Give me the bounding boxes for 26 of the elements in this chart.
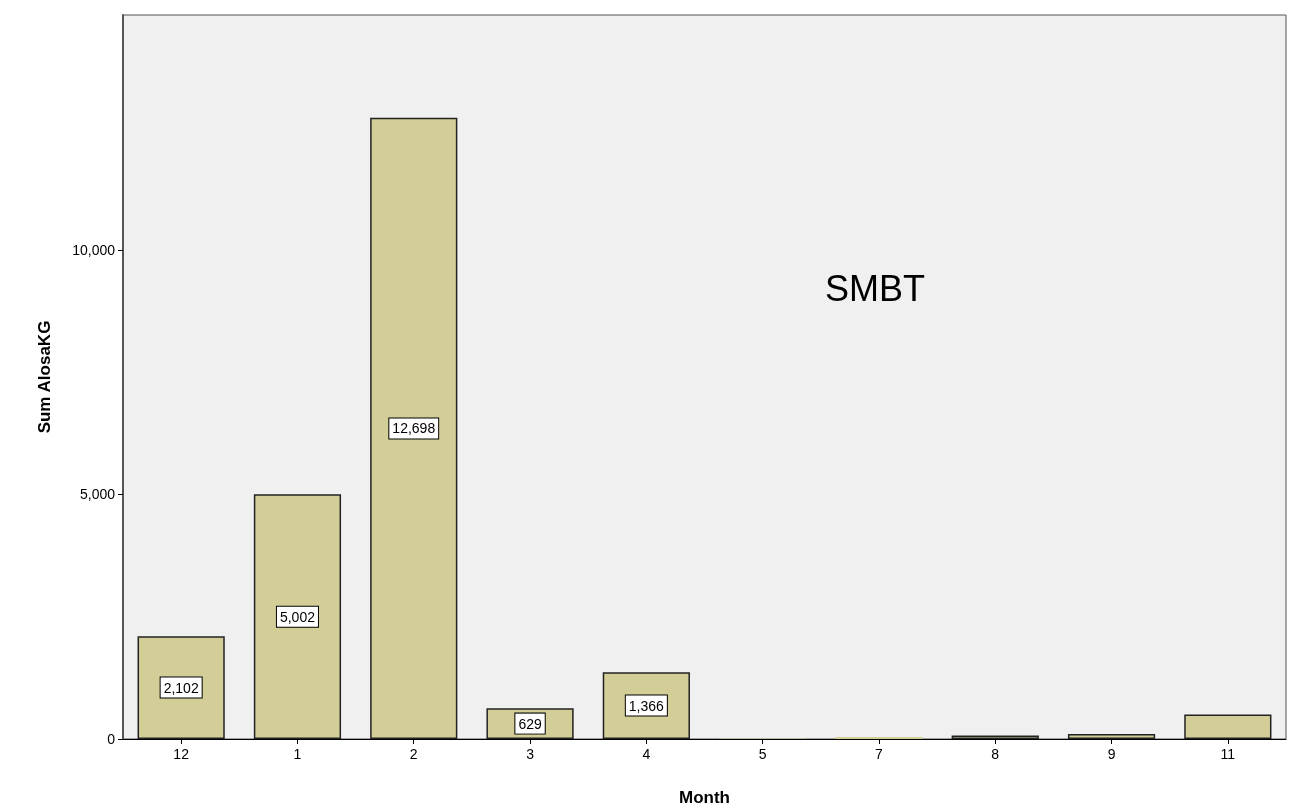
bar xyxy=(253,494,342,739)
x-tick-label: 11 xyxy=(1220,746,1236,762)
bar xyxy=(370,117,458,739)
y-tick-label: 5,000 xyxy=(79,486,116,503)
y-axis-title: Sum AlosaKG xyxy=(35,320,54,434)
y-tick-label: 10,000 xyxy=(72,241,116,258)
bar xyxy=(1184,714,1272,739)
x-tick-label: 5 xyxy=(758,746,767,762)
bar xyxy=(1067,734,1156,739)
x-tick-label: 1 xyxy=(293,746,302,762)
data-label: 5,002 xyxy=(279,608,316,625)
x-tick-label: 2 xyxy=(409,746,418,762)
x-axis-title: Month xyxy=(679,788,730,805)
x-tick-label: 3 xyxy=(526,746,535,762)
x-tick-label: 8 xyxy=(991,746,1000,762)
data-label: 2,102 xyxy=(163,679,199,696)
x-tick-label: 9 xyxy=(1107,746,1116,762)
data-label: 12,698 xyxy=(392,420,436,437)
x-tick-label: 4 xyxy=(642,746,651,762)
y-tick-label: 0 xyxy=(107,731,116,747)
data-label: 629 xyxy=(518,715,542,732)
x-tick-label: 7 xyxy=(875,746,884,762)
x-tick-label: 12 xyxy=(173,746,190,762)
data-label: 1,366 xyxy=(628,697,665,714)
annotation: SMBT xyxy=(825,267,926,309)
bar xyxy=(137,636,225,739)
